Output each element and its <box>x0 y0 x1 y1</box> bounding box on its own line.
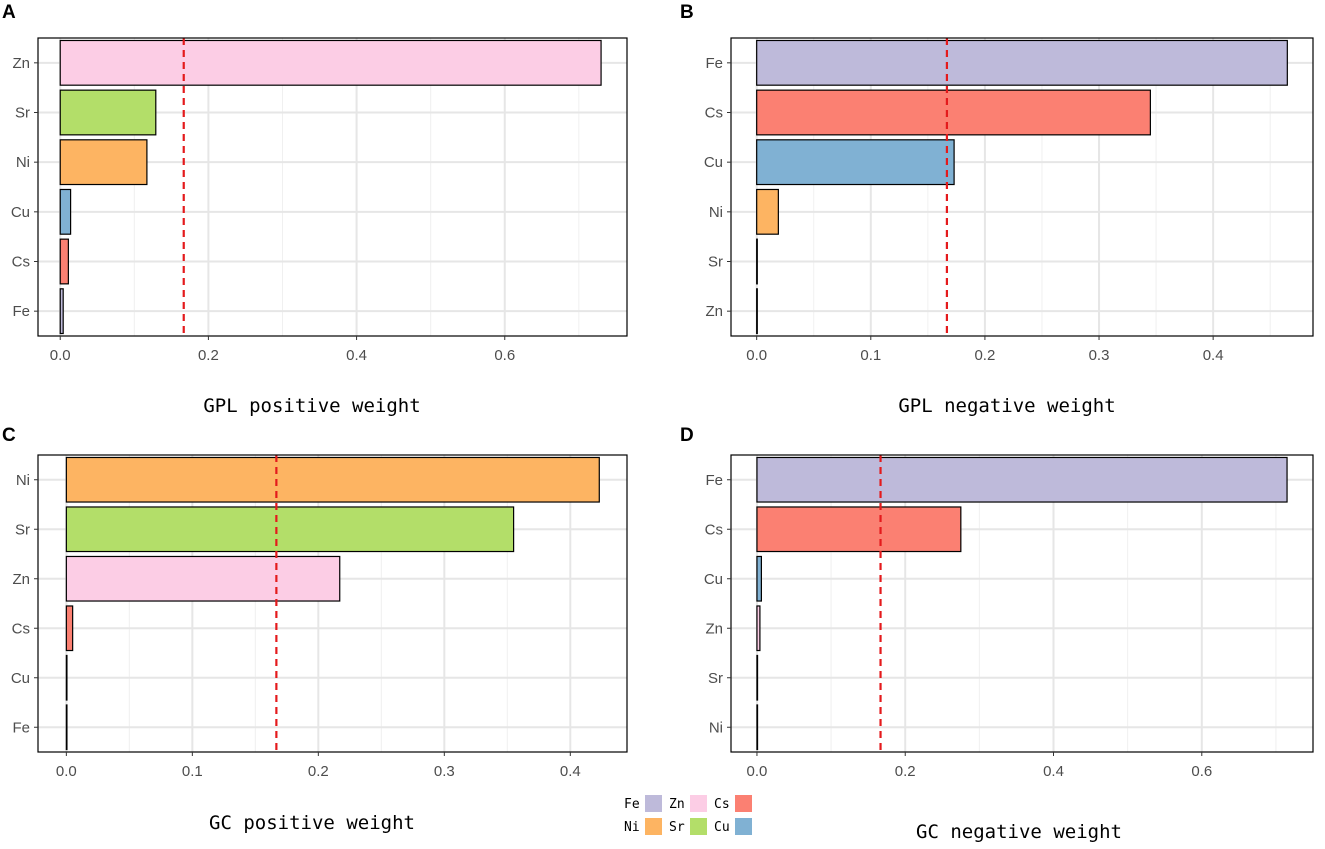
x-tick-label: 0.2 <box>974 347 995 364</box>
bar-zn <box>65 555 341 602</box>
bar-fe <box>756 39 1288 86</box>
legend-label-fe: Fe <box>624 797 640 812</box>
panel-letter: D <box>680 425 694 446</box>
bar-cu <box>65 654 68 701</box>
x-tick-label: 0.0 <box>747 763 768 780</box>
bar-zn <box>59 39 602 86</box>
x-tick-label: 0.1 <box>182 763 203 780</box>
x-tick-label: 0.0 <box>50 347 71 364</box>
panel-d: Fe Cs Cu Zn Sr Ni 0.0 0.2 0.4 0.6 D GC negative wei… <box>680 425 1314 843</box>
y-tick-label: Cu <box>704 571 723 588</box>
x-tick-label: 0.4 <box>1043 763 1064 780</box>
y-tick-label: Cu <box>704 154 723 171</box>
bar-ni <box>756 188 779 235</box>
x-tick-label: 0.6 <box>1191 763 1212 780</box>
x-tick-label: 0.0 <box>56 763 77 780</box>
panel-letter: C <box>2 425 16 446</box>
panel-border <box>730 37 1314 337</box>
bar-cs <box>59 238 69 285</box>
bar-ni <box>756 704 759 751</box>
y-tick-label: Sr <box>15 521 30 538</box>
bar-zn <box>756 288 758 335</box>
y-tick-label: Cu <box>11 670 30 687</box>
y-tick-label: Ni <box>16 154 30 171</box>
x-tick-label: 0.2 <box>308 763 329 780</box>
bar-cu <box>756 139 955 186</box>
legend-swatch-cs <box>735 795 752 812</box>
legend-swatch-zn <box>690 795 707 812</box>
bar-cs <box>756 506 962 553</box>
y-tick-label: Zn <box>12 55 30 72</box>
x-tick-label: 0.0 <box>746 347 767 364</box>
y-tick-label: Sr <box>708 670 723 687</box>
panel-border <box>37 454 628 753</box>
panel-border <box>37 37 628 337</box>
panel-b: Fe Cs Cu Ni Sr Zn 0.0 0.1 0.2 0.3 0.4 B GPL negative… <box>680 2 1314 417</box>
bar-ni <box>65 456 600 503</box>
y-tick-label: Fe <box>705 472 723 489</box>
panel-a: Zn Sr Ni Cu Cs Fe 0.0 0.2 0.4 0.6 A GPL positive we… <box>2 2 628 417</box>
bar-ni <box>59 139 148 186</box>
legend-swatch-sr <box>690 818 707 835</box>
bar-fe <box>756 456 1288 503</box>
y-tick-label: Cs <box>12 254 30 271</box>
x-tick-label: 0.4 <box>1203 347 1224 364</box>
bar-cs <box>756 89 1151 136</box>
x-tick-label: 0.1 <box>860 347 881 364</box>
legend-swatch-cu <box>735 818 752 835</box>
x-axis-label: GC positive weight <box>209 812 415 834</box>
y-tick-label: Fe <box>12 719 30 736</box>
bar-zn <box>756 605 761 652</box>
legend-label-cu: Cu <box>714 820 730 835</box>
x-axis-label: GC negative weight <box>916 821 1122 843</box>
legend-swatch-fe <box>645 795 662 812</box>
y-tick-label: Zn <box>705 620 723 637</box>
y-tick-label: Ni <box>16 472 30 489</box>
bar-sr <box>65 506 515 553</box>
legend-label-ni: Ni <box>624 820 640 835</box>
x-tick-label: 0.2 <box>895 763 916 780</box>
y-tick-label: Sr <box>708 254 723 271</box>
y-tick-label: Ni <box>709 719 723 736</box>
bar-cu <box>59 188 72 235</box>
x-tick-label: 0.3 <box>434 763 455 780</box>
bar-sr <box>756 654 759 701</box>
legend-label-cs: Cs <box>714 797 730 812</box>
y-tick-label: Fe <box>12 303 30 320</box>
y-tick-label: Sr <box>15 105 30 122</box>
y-tick-label: Cs <box>705 521 723 538</box>
x-tick-label: 0.4 <box>346 347 367 364</box>
y-tick-label: Cs <box>705 105 723 122</box>
panel-c: Ni Sr Zn Cs Cu Fe 0.0 0.1 0.2 0.3 0.4 C GC positive … <box>2 425 628 834</box>
x-axis-label: GPL negative weight <box>898 395 1115 417</box>
panel-border <box>730 454 1314 753</box>
bar-cs <box>65 605 74 652</box>
bar-cu <box>756 555 762 602</box>
x-tick-label: 0.6 <box>494 347 515 364</box>
panel-letter: A <box>2 2 16 23</box>
y-tick-label: Cs <box>12 620 30 637</box>
legend-label-sr: Sr <box>669 820 685 835</box>
bar-fe <box>59 288 64 335</box>
x-tick-label: 0.4 <box>560 763 581 780</box>
y-tick-label: Ni <box>709 204 723 221</box>
bar-sr <box>59 89 157 136</box>
y-tick-label: Cu <box>11 204 30 221</box>
x-tick-label: 0.2 <box>198 347 219 364</box>
bar-sr <box>756 238 758 285</box>
x-axis-label: GPL positive weight <box>203 395 420 417</box>
y-tick-label: Zn <box>12 571 30 588</box>
y-tick-label: Zn <box>705 303 723 320</box>
panel-letter: B <box>680 2 694 23</box>
legend-swatch-ni <box>645 818 662 835</box>
legend-label-zn: Zn <box>669 797 685 812</box>
y-tick-label: Fe <box>705 55 723 72</box>
legend: Fe Zn Cs Ni Sr Cu <box>624 795 752 835</box>
x-tick-label: 0.3 <box>1089 347 1110 364</box>
bar-fe <box>65 704 68 751</box>
